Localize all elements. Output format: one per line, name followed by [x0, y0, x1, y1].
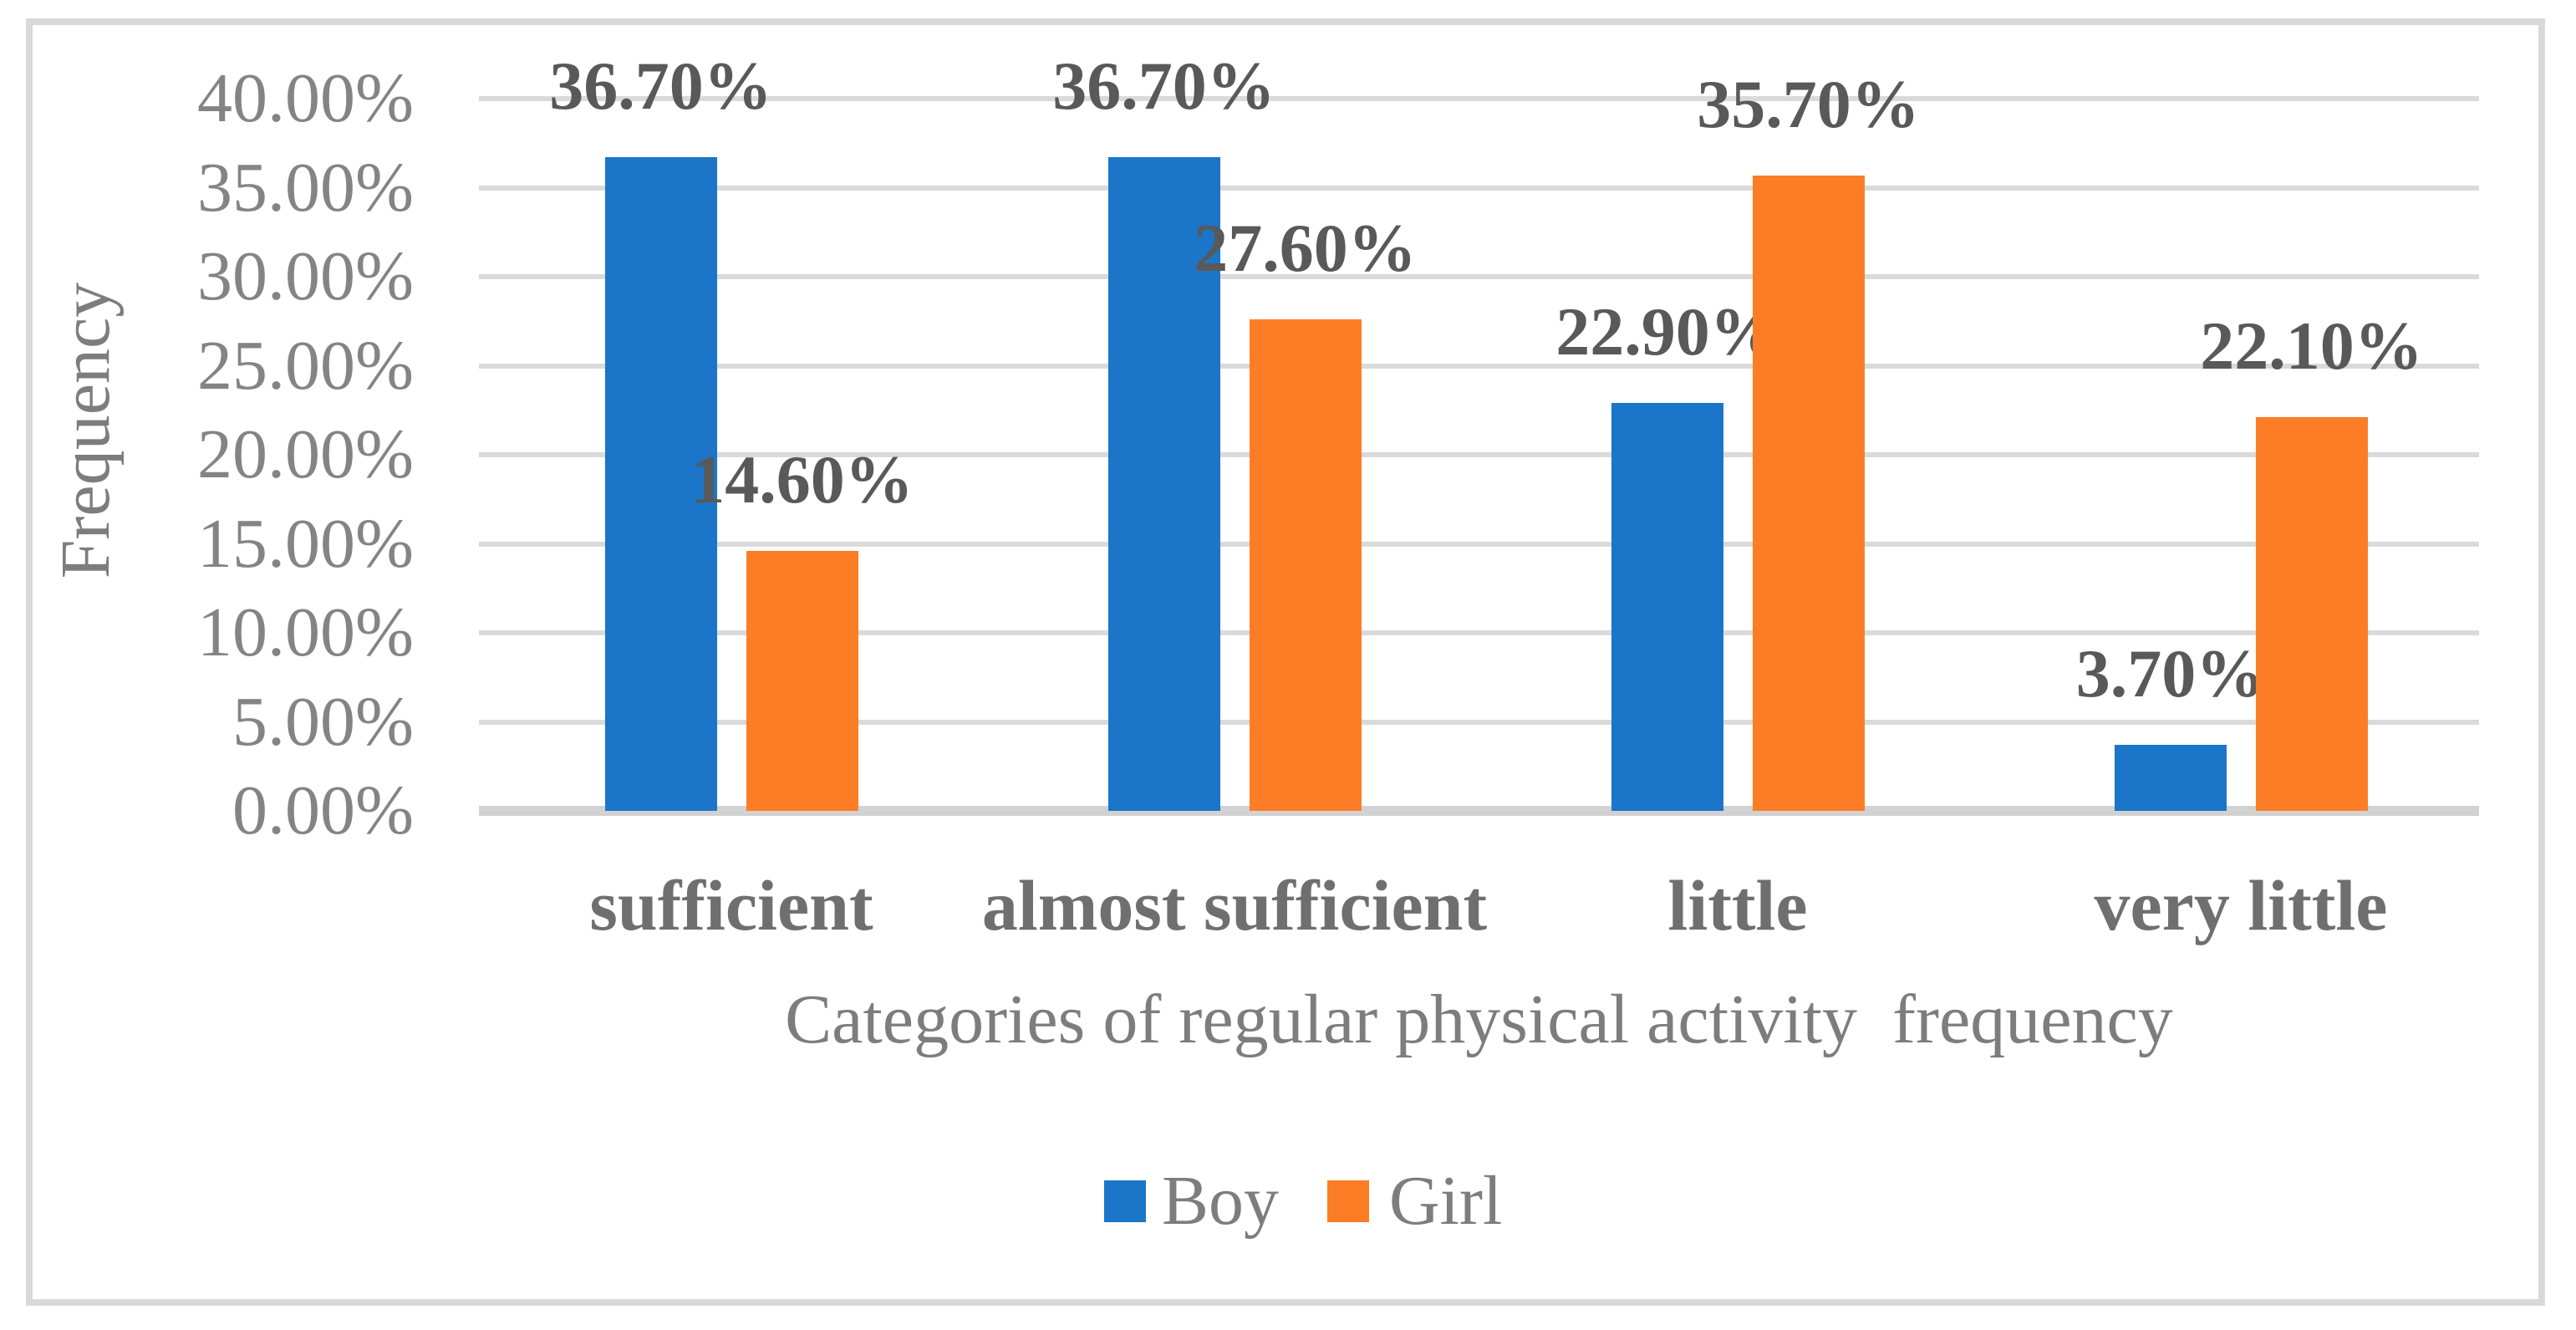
data-label: 35.70% [1697, 66, 1920, 142]
category-label-very-little: very little [2094, 865, 2388, 945]
data-label: 22.90% [1555, 293, 1779, 369]
y-tick-label: 5.00% [232, 682, 414, 761]
y-tick-label: 20.00% [197, 415, 414, 493]
data-label: 22.10% [2200, 308, 2423, 384]
x-axis-line [479, 806, 2479, 816]
y-tick-label: 25.00% [197, 326, 414, 405]
x-axis-title: Categories of regular physical activity … [785, 981, 2173, 1058]
data-label: 27.60% [1194, 210, 1417, 286]
gridline [479, 541, 2479, 547]
bar-girl-almost-sufficient [1249, 319, 1362, 811]
bar-boy-very-little [2114, 745, 2227, 811]
gridline [479, 363, 2479, 369]
bar-girl-sufficient [746, 551, 858, 811]
bar-boy-sufficient [604, 157, 717, 811]
gridline [479, 274, 2479, 279]
y-tick-label: 10.00% [197, 594, 414, 671]
category-label-almost-sufficient: almost sufficient [981, 865, 1488, 945]
bar-boy-little [1611, 403, 1723, 811]
legend-label-boy: Boy [1162, 1162, 1280, 1240]
data-label: 36.70% [1052, 48, 1275, 124]
gridline [479, 719, 2479, 725]
y-tick-label: 30.00% [197, 237, 414, 315]
bar-boy-almost-sufficient [1107, 157, 1220, 811]
gridline [479, 185, 2479, 191]
legend-swatch-boy [1104, 1180, 1146, 1222]
bar-girl-little [1752, 176, 1865, 811]
data-label: 3.70% [2075, 635, 2265, 711]
y-tick-label: 40.00% [197, 59, 414, 137]
data-label: 14.60% [690, 441, 914, 517]
gridline [479, 96, 2479, 101]
category-label-little: little [1667, 865, 1808, 945]
y-tick-label: 35.00% [197, 148, 414, 227]
gridline [479, 452, 2479, 457]
bar-girl-very-little [2255, 417, 2368, 811]
y-tick-label: 0.00% [232, 772, 414, 849]
y-tick-label: 15.00% [197, 504, 414, 583]
gridline [479, 630, 2479, 635]
legend-swatch-girl [1327, 1180, 1369, 1222]
legend-label-girl: Girl [1389, 1162, 1503, 1240]
data-label: 36.70% [549, 48, 772, 124]
category-label-sufficient: sufficient [589, 865, 873, 945]
